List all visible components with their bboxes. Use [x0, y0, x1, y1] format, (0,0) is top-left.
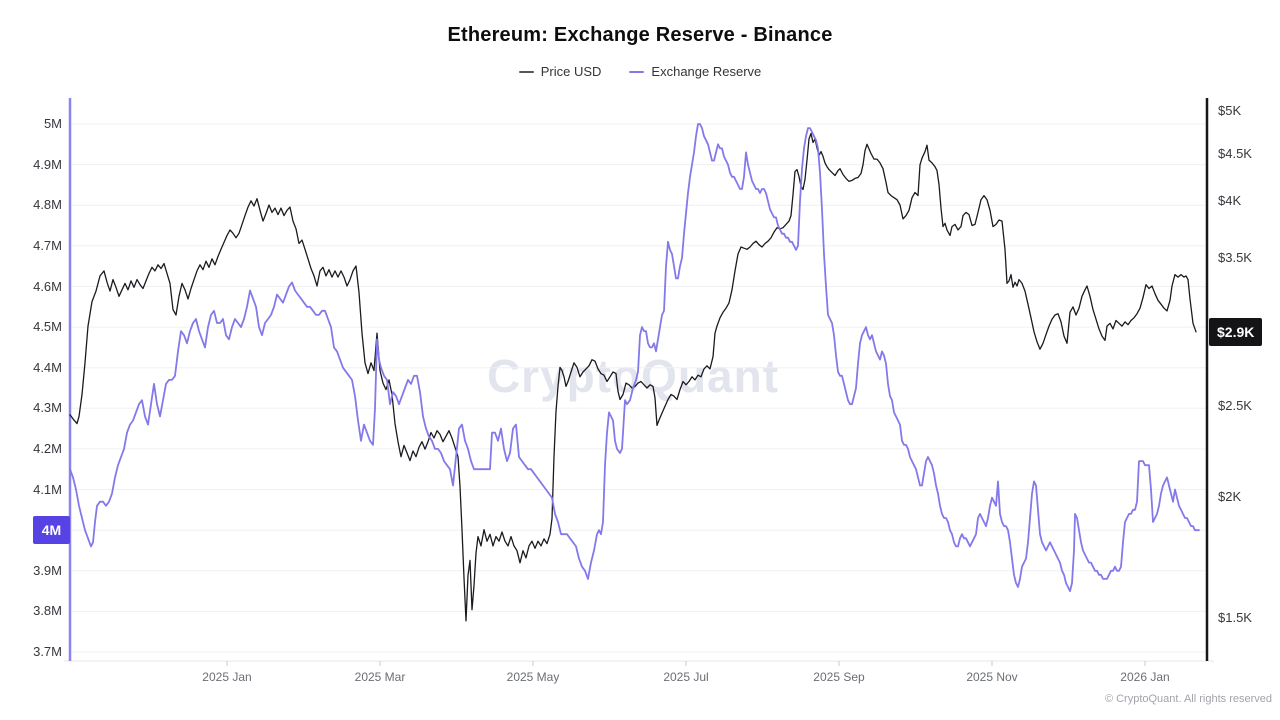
right-axis-tick-label: $5K: [1218, 103, 1242, 118]
series-line-price-usd: [69, 132, 1197, 622]
left-axis-tick-label: 4.8M: [33, 197, 62, 213]
legend-label-price-usd: Price USD: [540, 64, 602, 79]
left-axis-tick-label: 4.1M: [33, 481, 62, 497]
x-axis-tick-label: 2025 Sep: [813, 670, 865, 684]
right-axis-tick-label: $3.5K: [1218, 250, 1252, 265]
left-axis-tick-label: 4.2M: [33, 440, 62, 456]
left-axis-tick-label: 4.6M: [33, 278, 62, 294]
exchange-reserve-line-swatch-icon: [629, 70, 645, 73]
left-axis-tick-label: 4.4M: [33, 359, 62, 375]
right-axis-tick-label: $2K: [1218, 489, 1242, 504]
x-axis-tick-label: 2025 Nov: [966, 670, 1018, 684]
chart-title: Ethereum: Exchange Reserve - Binance: [447, 24, 833, 46]
left-axis-tick-label: 4.7M: [33, 237, 62, 253]
left-axis-tick-label: 3.8M: [33, 603, 62, 619]
legend-item-exchange-reserve[interactable]: Exchange Reserve: [629, 64, 761, 79]
left-axis-tick-label: 3.7M: [33, 644, 62, 659]
x-axis-tick-label: 2026 Jan: [1120, 670, 1170, 684]
right-axis-tick-label: $4K: [1218, 193, 1242, 208]
x-axis-tick-label: 2025 Mar: [354, 670, 406, 684]
left-axis-tick-label: 4.9M: [33, 156, 62, 172]
left-axis-tick-label: 4.3M: [33, 400, 62, 416]
left-axis-tick-label: 5M: [43, 116, 62, 131]
x-axis-tick-label: 2025 Jan: [202, 670, 252, 684]
left-axis-tick-label: 4.5M: [33, 319, 62, 335]
right-axis-tick-label: $4.5K: [1218, 146, 1252, 161]
series-line-exchange-reserve: [69, 123, 1200, 592]
x-axis-tick-label: 2025 May: [506, 670, 560, 684]
right-axis-tick-label: $1.5K: [1218, 610, 1252, 625]
copyright-text: © CryptoQuant. All rights reserved: [1104, 693, 1272, 705]
legend-label-exchange-reserve: Exchange Reserve: [651, 64, 762, 79]
x-axis-tick-label: 2025 Jul: [663, 670, 709, 684]
price-usd-line-swatch-icon: [518, 70, 534, 73]
price-current-value-badge: $2.9K: [1209, 317, 1263, 346]
left-axis-tick-label: 3.9M: [33, 562, 62, 578]
legend-item-price-usd[interactable]: Price USD: [518, 64, 602, 79]
right-axis-tick-label: $2.5K: [1218, 398, 1252, 413]
reserve-current-value-badge: 4M: [33, 516, 70, 545]
chart-legend: Price USD Exchange Reserve: [0, 64, 1280, 79]
